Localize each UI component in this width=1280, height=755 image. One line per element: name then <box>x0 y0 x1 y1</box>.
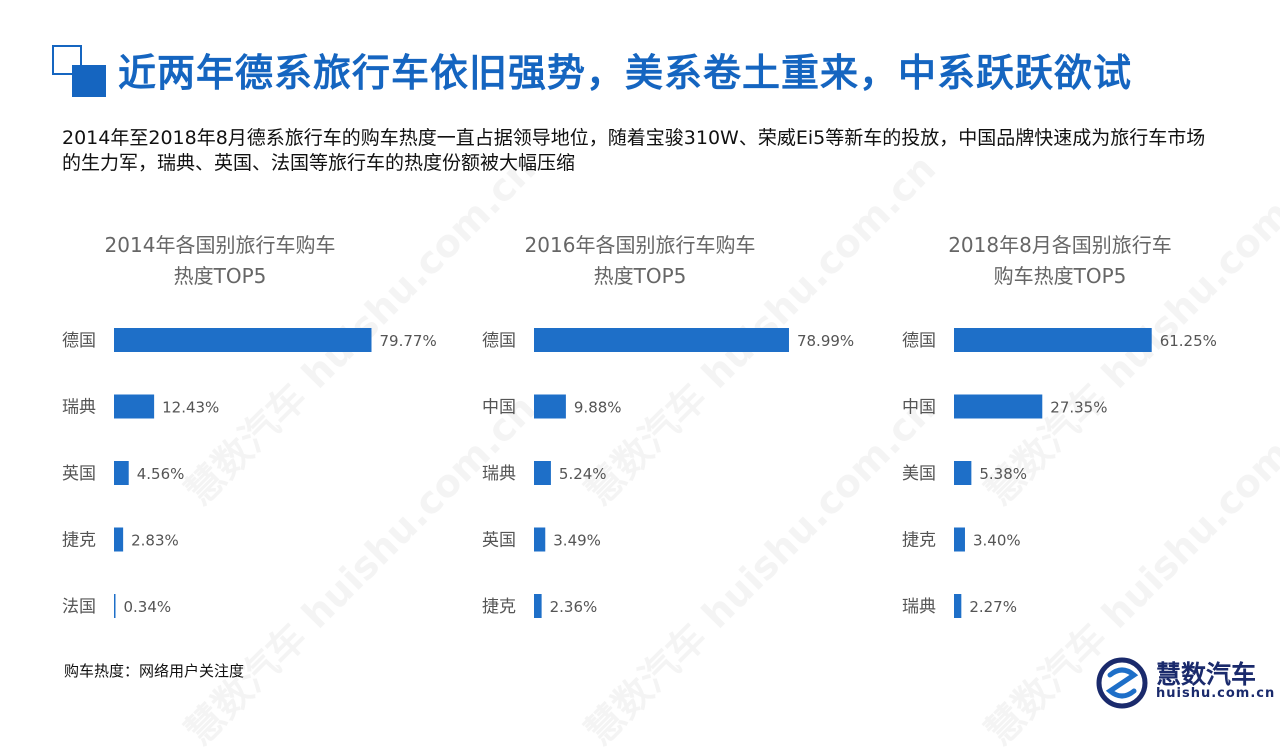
category-label: 德国 <box>482 331 516 351</box>
value-label: 3.49% <box>553 532 601 550</box>
category-label: 捷克 <box>482 597 516 617</box>
category-label: 瑞典 <box>482 464 516 484</box>
value-label: 9.88% <box>574 399 622 417</box>
chart-panel-2014: 2014年各国别旅行车购车 热度TOP5 德国 79.77% 瑞典 12.43% 英国 4… <box>20 230 437 630</box>
logo-icon <box>1096 657 1148 709</box>
bar <box>534 461 551 485</box>
value-label: 2.36% <box>550 598 598 616</box>
chart-title: 2014年各国别旅行车购车 热度TOP5 <box>104 233 336 288</box>
bar <box>954 461 972 485</box>
footnote: 购车热度：网络用户关注度 <box>64 662 245 680</box>
value-label: 3.40% <box>973 532 1021 550</box>
category-label: 美国 <box>902 464 936 484</box>
value-label: 2.83% <box>131 532 179 550</box>
value-label: 27.35% <box>1050 399 1107 417</box>
chart-title: 2018年8月各国别旅行车 购车热度TOP5 <box>948 233 1172 288</box>
bar <box>114 527 124 552</box>
logo-name: 慧数汽车 <box>1156 660 1257 689</box>
value-label: 0.34% <box>124 598 172 616</box>
value-label: 12.43% <box>162 399 219 417</box>
bar <box>954 394 1043 419</box>
bar <box>534 527 546 552</box>
category-label: 德国 <box>902 331 936 351</box>
category-label: 英国 <box>62 464 96 484</box>
bar-chart-2016: 德国 78.99% 中国 9.88% 瑞典 5.24% 英国 3.49% 捷克 2.36% <box>482 328 854 618</box>
value-label: 5.24% <box>559 465 607 483</box>
brand-logo: 慧数汽车 huishu.com.cn <box>1096 655 1274 711</box>
chart-title: 2016年各国别旅行车购车 热度TOP5 <box>524 233 756 288</box>
category-label: 中国 <box>902 398 936 418</box>
bar-chart-2014: 德国 79.77% 瑞典 12.43% 英国 4.56% 捷克 2.83% 法国 0.34% <box>62 328 437 618</box>
category-label: 瑞典 <box>62 398 96 418</box>
bar <box>954 527 965 552</box>
value-label: 78.99% <box>797 332 854 350</box>
category-label: 捷克 <box>62 531 96 551</box>
bar <box>114 394 155 419</box>
category-label: 法国 <box>62 597 96 617</box>
bar <box>534 394 566 419</box>
bar <box>114 594 116 618</box>
value-label: 4.56% <box>137 465 185 483</box>
logo-url: huishu.com.cn <box>1156 686 1276 701</box>
value-label: 2.27% <box>969 598 1017 616</box>
category-label: 中国 <box>482 398 516 418</box>
bar <box>534 594 542 618</box>
title-decoration-icon <box>52 45 108 97</box>
value-label: 79.77% <box>380 332 437 350</box>
chart-panel-2016: 2016年各国别旅行车购车 热度TOP5 德国 78.99% 中国 9.88% 瑞典 5.… <box>440 230 854 630</box>
bar <box>534 328 789 352</box>
bar-chart-2018: 德国 61.25% 中国 27.35% 美国 5.38% 捷克 3.40% 瑞典 2.27% <box>902 328 1217 618</box>
page-title: 近两年德系旅行车依旧强势，美系卷土重来，中系跃跃欲试 <box>118 51 1133 95</box>
value-label: 5.38% <box>979 465 1027 483</box>
page-description: 2014年至2018年8月德系旅行车的购车热度一直占据领导地位，随着宝骏310W… <box>62 127 1206 174</box>
category-label: 捷克 <box>902 531 936 551</box>
bar <box>954 328 1152 352</box>
chart-panel-2018: 2018年8月各国别旅行车 购车热度TOP5 德国 61.25% 中国 27.35% 美… <box>860 230 1260 630</box>
value-label: 61.25% <box>1160 332 1217 350</box>
bar <box>114 328 372 352</box>
bar <box>954 594 962 618</box>
category-label: 瑞典 <box>902 597 936 617</box>
category-label: 德国 <box>62 331 96 351</box>
category-label: 英国 <box>482 531 516 551</box>
bar <box>114 461 129 485</box>
